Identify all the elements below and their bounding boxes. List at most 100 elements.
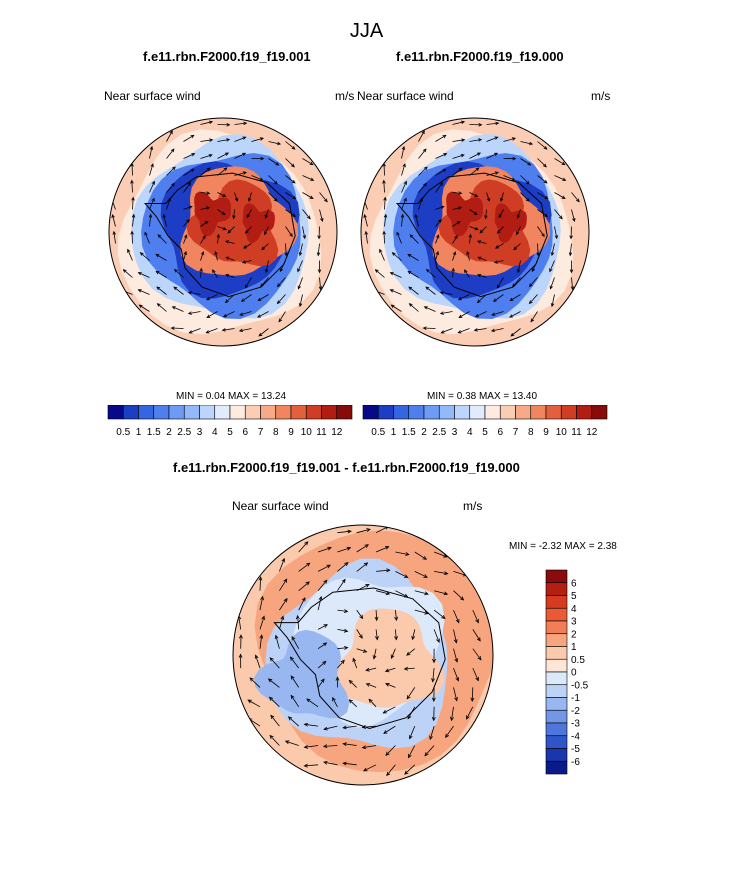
colorbar-box	[168, 405, 185, 420]
wind-vector	[418, 183, 427, 193]
wind-vector-head	[290, 163, 295, 168]
wind-vector-head	[458, 167, 463, 172]
wind-vector-head	[422, 555, 428, 560]
wind-vector	[466, 251, 470, 261]
colorbar-tick-label: 6	[242, 427, 248, 438]
wind-vector	[486, 122, 499, 125]
colorbar-tick-label: 4	[571, 604, 577, 615]
colorbar-tick-label: 9	[288, 427, 294, 438]
wind-vector-head	[431, 716, 436, 722]
wind-vector	[132, 214, 135, 227]
wind-vector-head	[382, 230, 386, 235]
wind-vector-head	[276, 300, 281, 305]
wind-vector-head	[372, 289, 377, 293]
wind-vector	[259, 577, 261, 591]
wind-vector-head	[455, 618, 460, 624]
wind-vector-head	[536, 252, 540, 257]
wind-vector-head	[162, 214, 166, 219]
panel2-colorbar: 0.5 1 1.5 2 2.5 3 4 5 6 7 8 9 10 11 12	[362, 405, 608, 438]
wind-vector-head	[525, 180, 530, 185]
wind-vector-head	[223, 167, 228, 171]
wind-vector-head	[225, 256, 230, 260]
wind-vector	[112, 214, 116, 227]
wind-vector-head	[281, 557, 285, 563]
wind-vector	[409, 725, 416, 739]
colorbar-box	[545, 633, 568, 647]
wind-vector-head	[242, 152, 247, 157]
wind-vector-head	[258, 576, 263, 581]
wind-vector	[520, 158, 531, 166]
wind-vector	[279, 558, 285, 572]
colorbar-box	[423, 405, 440, 420]
wind-vector-head	[359, 614, 364, 620]
wind-vector	[183, 234, 187, 244]
wind-vector	[452, 192, 462, 194]
colorbar-box	[260, 405, 277, 420]
wind-vector	[337, 530, 352, 534]
wind-vector	[385, 683, 396, 688]
colorbar-box	[229, 405, 246, 420]
wind-vector	[530, 311, 538, 322]
wind-vector-head	[454, 697, 458, 702]
wind-vector-head	[456, 220, 461, 225]
wind-vector-head	[461, 138, 466, 142]
wind-vector-head	[343, 628, 349, 633]
wind-vector-head	[151, 180, 155, 185]
wind-vector	[234, 192, 238, 202]
wind-vector	[259, 596, 264, 611]
wind-vector	[268, 175, 278, 185]
wind-vector	[277, 294, 286, 304]
wind-vector	[317, 579, 328, 591]
wind-vector-head	[453, 639, 458, 644]
wind-vector	[343, 725, 357, 729]
wind-vector-head	[343, 646, 349, 650]
wind-vector	[279, 598, 288, 611]
wind-vector-head	[439, 181, 444, 186]
colorbar-tick-label: 10	[301, 427, 313, 438]
wind-vector	[554, 175, 566, 181]
wind-vector	[317, 678, 325, 688]
colorbar-tick-label: -3	[571, 719, 580, 730]
colorbar-box	[499, 405, 516, 420]
wind-vector	[495, 243, 504, 249]
wind-vector	[451, 706, 454, 721]
wind-vector-head	[131, 196, 135, 201]
panel2-unit-label: m/s	[591, 89, 611, 103]
wind-vector	[268, 678, 280, 688]
wind-vector-head	[495, 121, 500, 126]
wind-vector	[453, 609, 460, 623]
wind-vector-head	[190, 168, 195, 173]
wind-vector-head	[290, 675, 295, 680]
wind-vector	[474, 328, 487, 331]
wind-vector	[537, 226, 545, 237]
wind-vector-head	[243, 121, 248, 126]
wind-vector	[550, 277, 555, 289]
colorbar-tick-label: 7	[513, 427, 519, 438]
wind-vector-head	[222, 226, 227, 231]
wind-vector	[200, 139, 213, 142]
wind-vector-head	[384, 546, 390, 550]
wind-vector	[551, 243, 555, 256]
wind-vector	[356, 562, 368, 572]
colorbar-box	[545, 405, 562, 420]
wind-vector-head	[283, 597, 288, 603]
wind-vector	[183, 134, 195, 142]
wind-vector	[401, 146, 405, 159]
wind-vector	[469, 234, 471, 244]
wind-vector	[537, 158, 547, 168]
wind-vector-head	[224, 299, 229, 304]
colorbar-box	[545, 569, 568, 584]
wind-vector	[458, 294, 470, 301]
wind-vector-head	[436, 234, 440, 239]
wind-vector	[356, 544, 369, 553]
colorbar-tick-label: 6	[571, 578, 577, 589]
wind-vector	[166, 197, 171, 210]
wind-vector-head	[127, 248, 131, 253]
wind-vector	[131, 231, 133, 244]
wind-vector-head	[224, 273, 230, 278]
wind-vector	[183, 168, 194, 176]
wind-vector-head	[261, 246, 266, 251]
wind-vector-head	[298, 303, 303, 308]
wind-vector	[415, 214, 419, 227]
wind-vector	[239, 328, 252, 332]
